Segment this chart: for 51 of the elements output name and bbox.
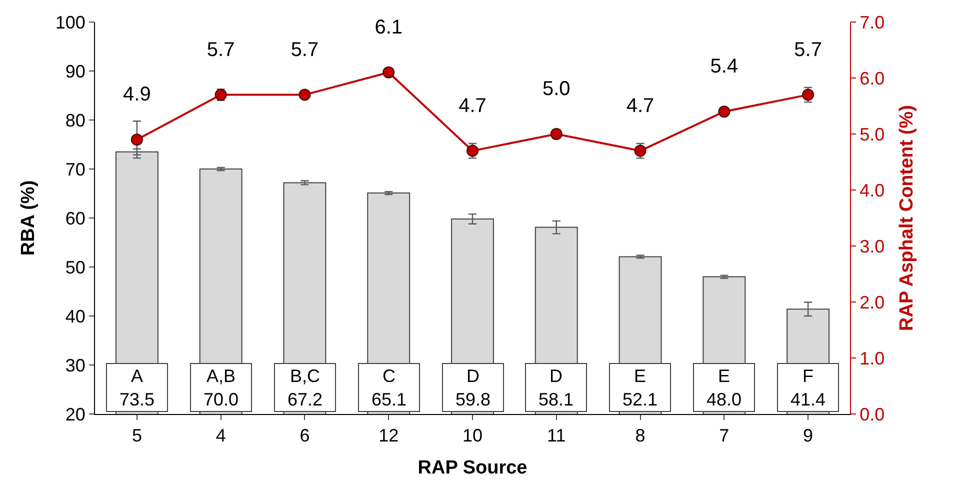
y-tick-label: 80 — [65, 110, 86, 130]
data-label: F 41.4 — [790, 366, 826, 410]
x-tick-label: 10 — [462, 426, 483, 446]
point — [298, 88, 311, 101]
x-axis-title: RAP Source — [418, 457, 528, 478]
y2-tick-label: 6.0 — [860, 68, 885, 88]
data-label: 4.7 — [626, 94, 654, 117]
y2-axis-title: RAP Asphalt Content (%) — [896, 105, 918, 331]
x-tick-label: 5 — [132, 426, 142, 446]
point — [718, 106, 730, 118]
x-tick-label: 7 — [719, 426, 730, 446]
y-tick-label: 50 — [65, 257, 86, 278]
data-label: A,B 70.0 — [203, 366, 239, 410]
data-label: B,C 67.2 — [287, 366, 323, 410]
y2-tick-label: 4.0 — [860, 180, 885, 200]
data-label: 4.7 — [458, 94, 486, 117]
point — [130, 134, 143, 146]
x-tick-label: 6 — [300, 426, 310, 446]
data-label: 5.7 — [206, 38, 235, 61]
data-label: 5.4 — [710, 56, 738, 78]
data-label: D 58.1 — [538, 366, 574, 410]
x-tick-label: 4 — [216, 426, 226, 446]
y-tick-label: 40 — [65, 306, 86, 326]
y2-tick-label: 2.0 — [860, 292, 885, 312]
y-tick-label: 30 — [65, 355, 86, 376]
y-axis-title: RBA (%) — [18, 180, 40, 256]
y2-tick-label: 1.0 — [860, 348, 885, 368]
y-tick-label: 20 — [65, 404, 86, 424]
data-label: 5.7 — [290, 38, 319, 61]
x-tick-label: 11 — [547, 426, 566, 446]
data-label: D 59.8 — [455, 366, 491, 410]
y2-tick-label: 7.0 — [860, 12, 885, 32]
data-label: C 65.1 — [371, 366, 407, 410]
y-tick-label: 60 — [65, 208, 86, 228]
data-label: E 52.1 — [622, 366, 658, 410]
data-label: E 48.0 — [706, 366, 742, 410]
data-label: A 73.5 — [119, 366, 155, 410]
x-tick-label: 12 — [378, 426, 399, 446]
y2-tick-label: 5.0 — [860, 124, 885, 144]
y-tick-label: 100 — [55, 12, 86, 32]
data-label: 6.1 — [374, 16, 403, 39]
data-label: 5.0 — [542, 78, 570, 100]
data-label: 4.9 — [123, 84, 151, 106]
y-tick-label: 90 — [65, 61, 86, 82]
point — [382, 66, 395, 78]
y2-tick-label: 0.0 — [860, 404, 885, 424]
x-tick-label: 8 — [635, 426, 646, 446]
y-tick-label: 70 — [65, 159, 86, 180]
data-label: 5.7 — [794, 38, 822, 61]
x-tick-label: 9 — [803, 426, 814, 446]
y2-tick-label: 3.0 — [860, 236, 885, 256]
